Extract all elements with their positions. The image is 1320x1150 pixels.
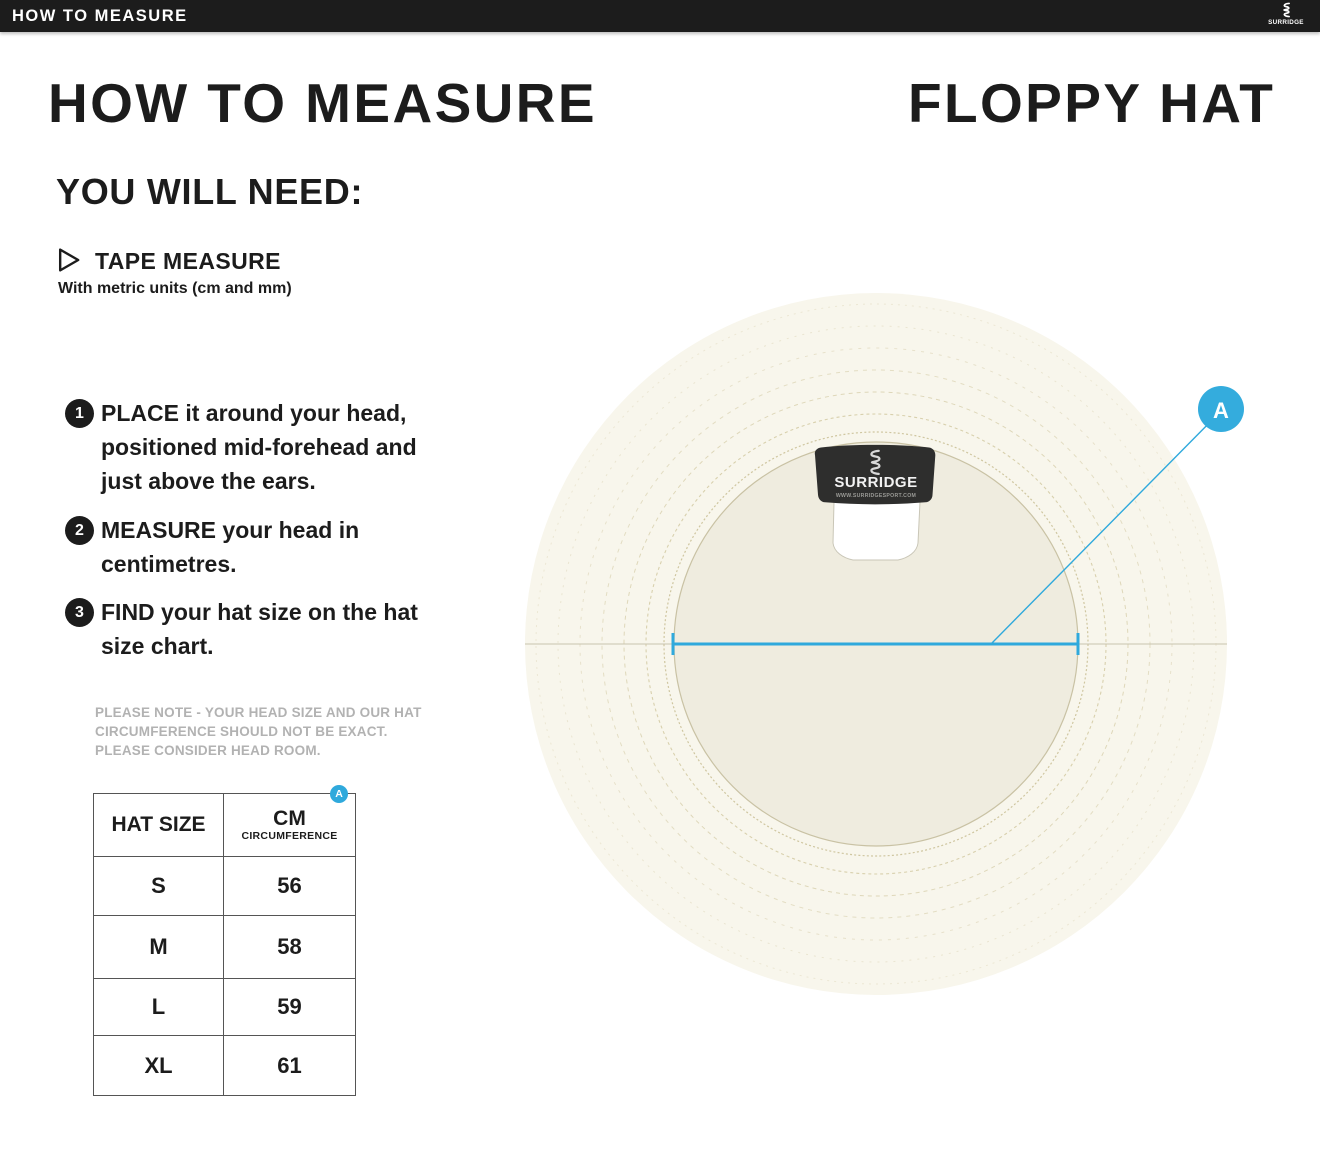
svg-text:SURRIDGE: SURRIDGE	[834, 474, 917, 491]
svg-text:WWW.SURRIDGESPORT.COM: WWW.SURRIDGESPORT.COM	[836, 493, 916, 499]
svg-text:A: A	[1213, 398, 1229, 423]
